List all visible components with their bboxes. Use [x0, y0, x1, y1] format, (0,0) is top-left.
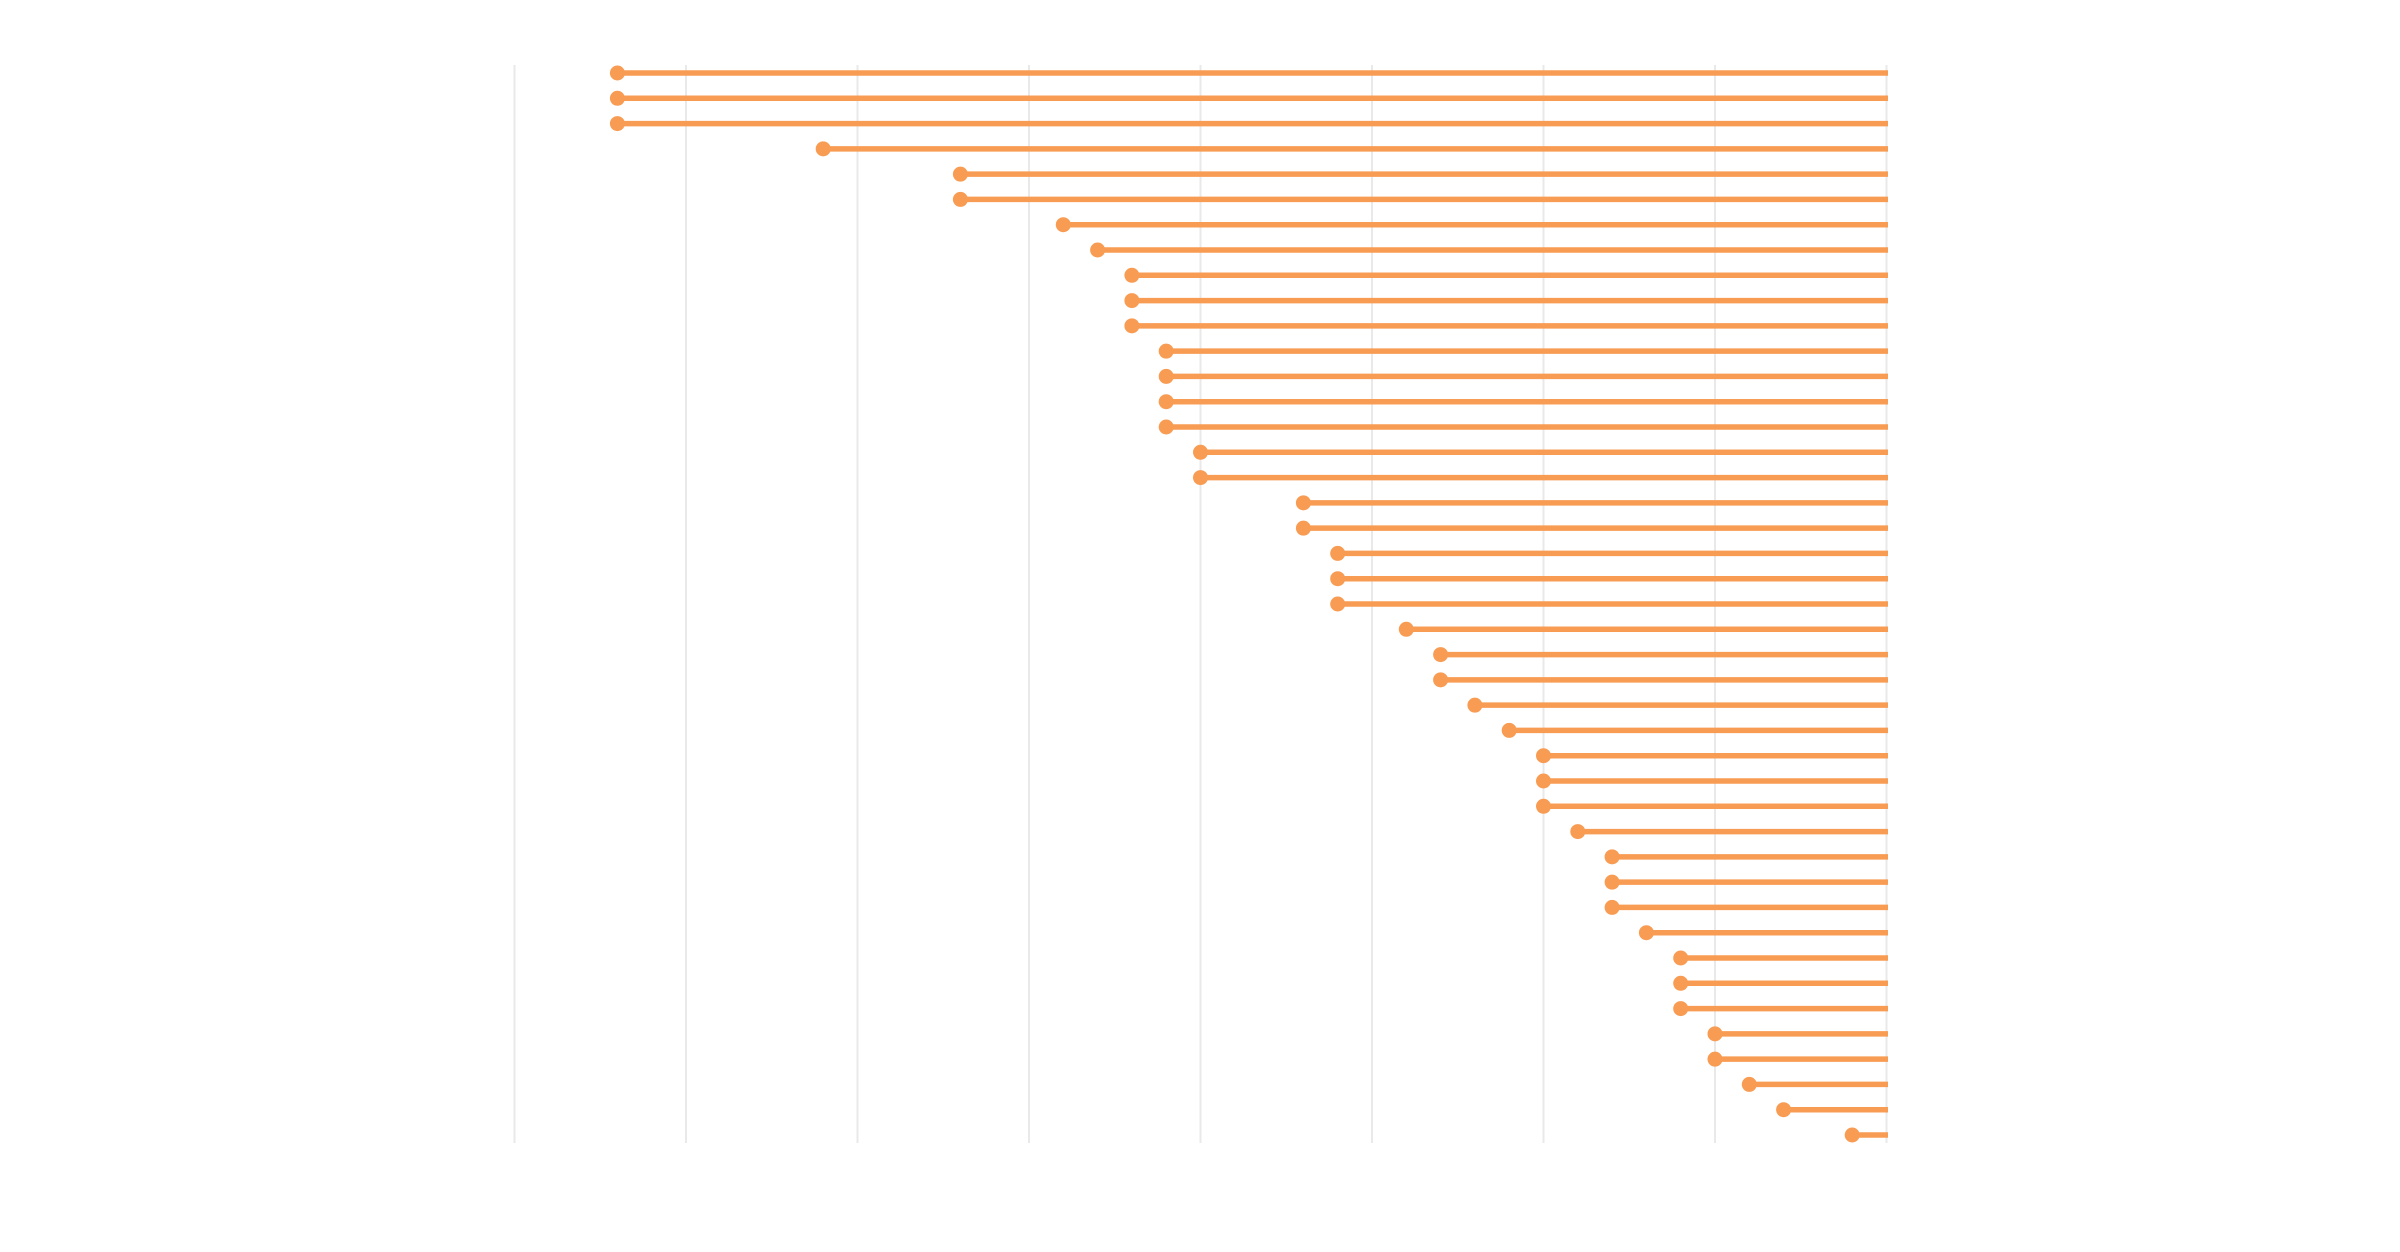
lollipop-dot	[609, 90, 625, 106]
lollipop-row	[1090, 242, 1888, 258]
lollipop-row	[1776, 1102, 1888, 1118]
lollipop-row	[1707, 1051, 1888, 1067]
lollipop-dot	[1330, 596, 1346, 612]
lollipop-row	[1844, 1127, 1888, 1143]
lollipop-dot	[1193, 444, 1208, 460]
lollipop-dot	[1433, 647, 1449, 663]
lollipop-dot	[1295, 520, 1311, 536]
lollipop-row	[1570, 824, 1888, 840]
lollipop-dot	[1536, 748, 1551, 764]
lollipop-row	[1604, 874, 1888, 890]
lollipop-row	[1673, 950, 1888, 966]
lollipop-dot	[1330, 571, 1346, 587]
lollipop-dot	[1638, 925, 1654, 941]
lollipop-row	[1707, 1026, 1888, 1042]
lollipop-row	[1124, 267, 1888, 283]
lollipop-row	[1673, 1001, 1888, 1017]
lollipop-dot	[1330, 545, 1346, 561]
lollipop-row	[609, 65, 1888, 81]
lollipop-row	[1330, 545, 1888, 561]
lollipop-dot	[815, 141, 831, 157]
lollipop-row	[609, 90, 1888, 106]
lollipop-dot	[1124, 267, 1140, 283]
lollipop-dot	[1501, 722, 1517, 738]
lollipop-dot	[1467, 697, 1483, 713]
lollipop-row	[1055, 217, 1888, 233]
lollipop-row	[1536, 773, 1888, 789]
lollipop-dot	[1193, 470, 1208, 486]
lollipop-dot	[1158, 419, 1174, 435]
lollipop-dot	[1604, 874, 1620, 890]
lollipop-row	[1398, 621, 1888, 637]
lollipop-dot	[609, 116, 625, 132]
lollipop-dot	[1604, 899, 1620, 915]
lollipop-dot	[1707, 1026, 1723, 1042]
lollipop-dot	[952, 166, 968, 182]
lollipop-row	[1158, 394, 1888, 410]
lollipop-dot	[1536, 798, 1551, 814]
lollipop-dot	[1295, 495, 1311, 511]
lollipop-dot	[1707, 1051, 1723, 1067]
lollipop-dot	[1570, 824, 1586, 840]
lollipop-row	[952, 191, 1888, 207]
lollipop-dot	[1844, 1127, 1860, 1143]
lollipop-dot	[1776, 1102, 1792, 1118]
lollipop-dot	[609, 65, 625, 81]
lollipop-row	[1124, 318, 1888, 334]
lollipop-row	[1604, 899, 1888, 915]
lollipop-row	[1295, 520, 1888, 536]
lollipop-dot	[1398, 621, 1414, 637]
lollipop-dot	[1124, 293, 1140, 309]
lollipop-row	[1536, 798, 1888, 814]
lollipop-dot	[1158, 343, 1174, 359]
lollipop-dot	[1433, 672, 1449, 688]
lollipop-row	[1433, 647, 1888, 663]
lollipop-dot	[1741, 1076, 1757, 1092]
lollipop-row	[1741, 1076, 1888, 1092]
lollipop-row	[1673, 975, 1888, 991]
lollipop-dot	[1055, 217, 1071, 233]
lollipop-row	[1433, 672, 1888, 688]
lollipop-dot	[1158, 394, 1174, 410]
lollipop-row	[1330, 571, 1888, 587]
lollipop-row	[1536, 748, 1888, 764]
lollipop-row	[815, 141, 1888, 157]
lollipop-row	[1467, 697, 1888, 713]
lollipop-row	[1158, 343, 1888, 359]
lollipop-row	[1158, 419, 1888, 435]
lollipop-row	[1604, 849, 1888, 865]
lollipop-dot	[1673, 950, 1689, 966]
lollipop-row	[1124, 293, 1888, 309]
lollipop-dot	[952, 191, 968, 207]
lollipop-dot	[1124, 318, 1140, 334]
lollipop-row	[1295, 495, 1888, 511]
lollipop-series	[609, 65, 1888, 1143]
lollipop-dot	[1536, 773, 1551, 789]
lollipop-row	[952, 166, 1888, 182]
lollipop-row	[609, 116, 1888, 132]
lollipop-row	[1330, 596, 1888, 612]
lollipop-row	[1193, 444, 1888, 460]
lollipop-dot	[1673, 975, 1689, 991]
lollipop-row	[1638, 925, 1888, 941]
lollipop-row	[1158, 368, 1888, 384]
lollipop-dot	[1158, 368, 1174, 384]
lollipop-dot	[1090, 242, 1106, 258]
lollipop-dot	[1673, 1001, 1689, 1017]
lollipop-row	[1501, 722, 1888, 738]
lollipop-dot	[1604, 849, 1620, 865]
lollipop-row	[1193, 470, 1888, 486]
